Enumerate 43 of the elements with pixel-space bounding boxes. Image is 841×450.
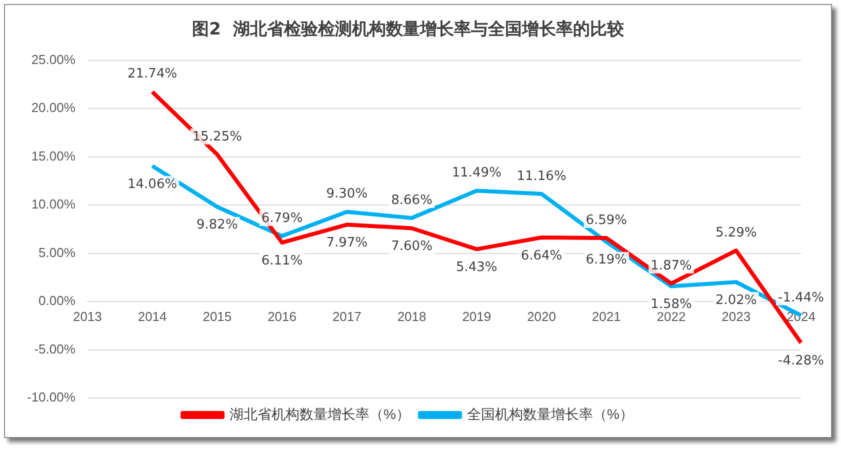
data-label: 5.43% — [456, 260, 498, 276]
data-label: 9.30% — [326, 186, 368, 202]
legend-label: 湖北省机构数量增长率（%） — [230, 406, 410, 422]
y-tick-label: -5.00% — [34, 341, 76, 356]
x-tick-label: 2023 — [722, 308, 751, 324]
y-tick-label: 0.00% — [38, 293, 76, 308]
data-label: 11.16% — [516, 168, 566, 184]
legend-label: 全国机构数量增长率（%） — [467, 406, 634, 422]
data-label: 6.19% — [586, 252, 628, 268]
chart-title: 图2 湖北省检验检测机构数量增长率与全国增长率的比较 — [192, 20, 625, 40]
data-label: 9.82% — [196, 218, 238, 233]
data-label: 6.59% — [586, 212, 628, 228]
data-label: 5.29% — [715, 225, 757, 240]
y-tick-label: 15.00% — [31, 148, 76, 164]
x-tick-label: 2014 — [138, 308, 167, 324]
data-label: 7.60% — [391, 239, 432, 254]
data-label: 14.06% — [128, 176, 178, 192]
y-tick-label: 5.00% — [38, 244, 76, 260]
y-tick-label: 20.00% — [31, 100, 76, 116]
data-label: 15.25% — [192, 129, 242, 144]
y-tick-label: 25.00% — [31, 52, 76, 67]
data-label: 21.74% — [128, 66, 178, 82]
data-label: -4.28% — [778, 354, 824, 369]
data-label: 1.87% — [650, 258, 692, 274]
x-tick-label: 2013 — [72, 308, 102, 324]
data-label: 6.64% — [520, 248, 562, 264]
x-tick-label: 2017 — [332, 308, 362, 324]
data-label: 2.02% — [715, 292, 757, 308]
x-tick-label: 2016 — [268, 308, 296, 324]
x-tick-label: 2021 — [592, 308, 621, 324]
y-tick-label: -10.00% — [27, 390, 76, 405]
x-tick-label: 2019 — [462, 308, 492, 324]
data-label: -1.44% — [778, 290, 824, 306]
data-label: 1.58% — [650, 297, 692, 312]
x-tick-label: 2015 — [202, 308, 232, 324]
x-tick-label: 2018 — [397, 308, 426, 324]
y-tick-label: 10.00% — [31, 196, 76, 212]
data-label: 6.79% — [261, 210, 303, 226]
data-label: 7.97% — [326, 236, 368, 251]
data-label: 11.49% — [452, 166, 502, 181]
data-label: 8.66% — [391, 192, 432, 208]
x-tick-label: 2020 — [527, 308, 556, 324]
data-label: 6.11% — [261, 253, 303, 268]
